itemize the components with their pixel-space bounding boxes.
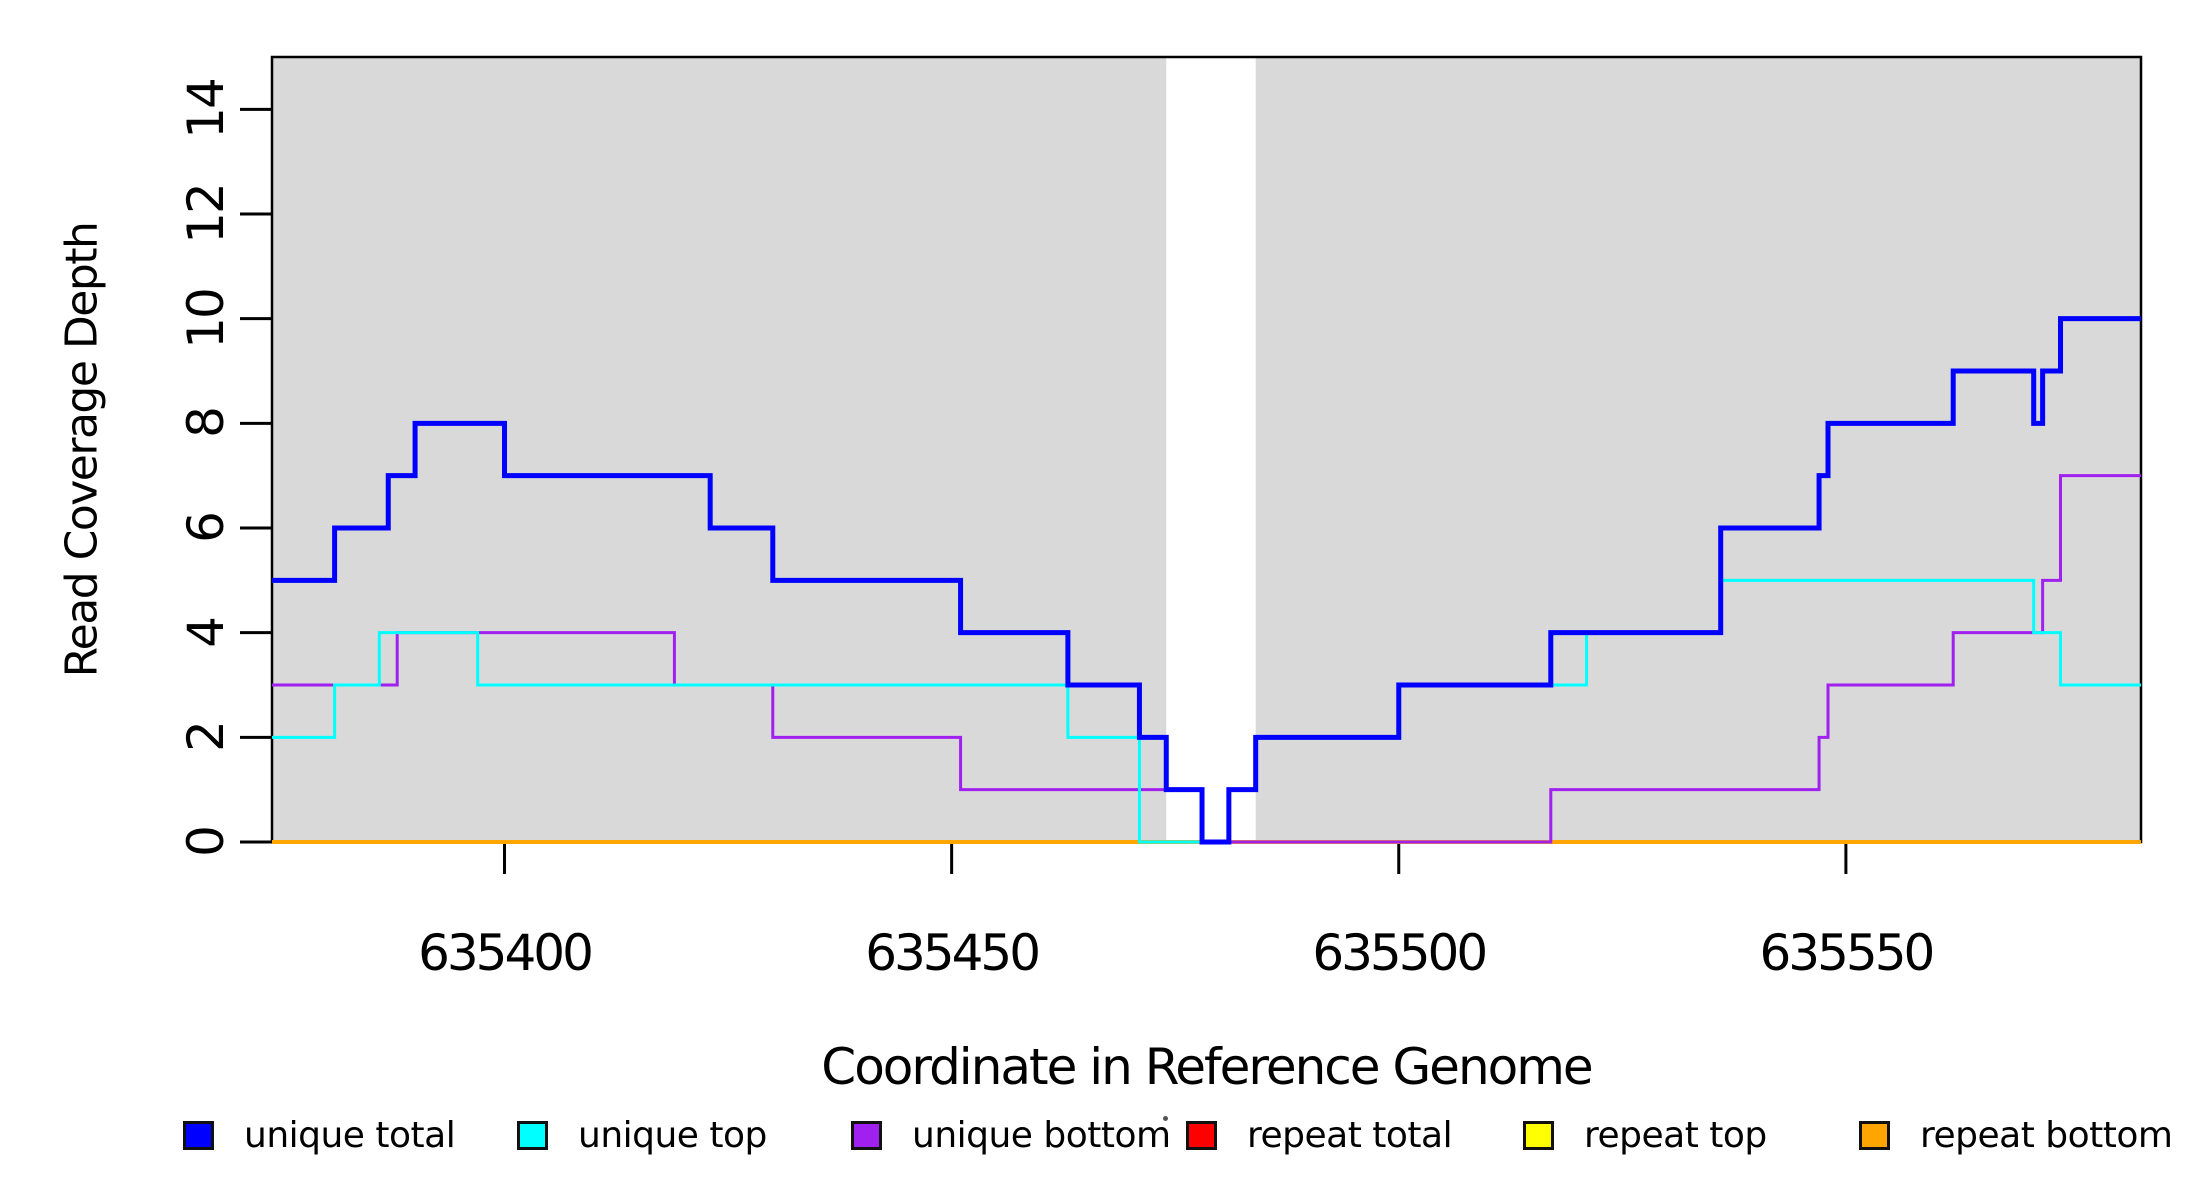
y-tick-label: 6 (177, 513, 235, 543)
x-tick-label: 635450 (865, 924, 1041, 982)
y-axis-title: Read Coverage Depth (56, 222, 108, 678)
legend-label: unique top (578, 1114, 767, 1156)
legend-item-repeat-top: repeat top (1523, 1112, 1767, 1158)
unique-top-swatch (517, 1120, 548, 1150)
y-tick-label: 0 (177, 827, 235, 857)
legend-item-unique-total: unique total (183, 1112, 456, 1158)
y-tick-label: 12 (177, 184, 235, 244)
unique-total-swatch (183, 1120, 214, 1150)
x-tick-label: 635550 (1759, 924, 1935, 982)
legend-item-repeat-bottom: repeat bottom (1859, 1112, 2173, 1158)
y-tick-label: 2 (177, 722, 235, 753)
unique-bottom-swatch (851, 1120, 882, 1150)
legend-item-unique-bottom: unique bottom (851, 1112, 1171, 1158)
repeat-total-swatch (1186, 1120, 1217, 1150)
y-tick-label: 14 (177, 79, 235, 140)
shaded-region (272, 57, 1167, 842)
legend-item-unique-top: unique top (517, 1112, 767, 1158)
y-tick-label: 10 (177, 288, 235, 349)
y-tick-label: 4 (177, 617, 235, 648)
series-unique-total (272, 316, 2141, 845)
legend-label: unique bottom (912, 1114, 1171, 1156)
shaded-region (1255, 57, 2141, 842)
stray-dot (1163, 1116, 1168, 1121)
repeat-top-swatch (1523, 1120, 1554, 1150)
y-tick-label: 8 (177, 408, 235, 439)
legend-label: repeat bottom (1920, 1114, 2173, 1156)
legend-item-repeat-total: repeat total (1186, 1112, 1453, 1158)
x-tick-label: 635400 (418, 924, 594, 982)
legend-label: repeat total (1247, 1114, 1453, 1156)
repeat-bottom-swatch (1859, 1120, 1890, 1150)
legend-label: repeat top (1584, 1114, 1767, 1156)
series-unique-bottom (272, 474, 2141, 844)
x-tick-label: 635500 (1312, 924, 1488, 982)
x-axis-title: Coordinate in Reference Genome (821, 1038, 1593, 1096)
legend-label: unique total (244, 1114, 456, 1156)
